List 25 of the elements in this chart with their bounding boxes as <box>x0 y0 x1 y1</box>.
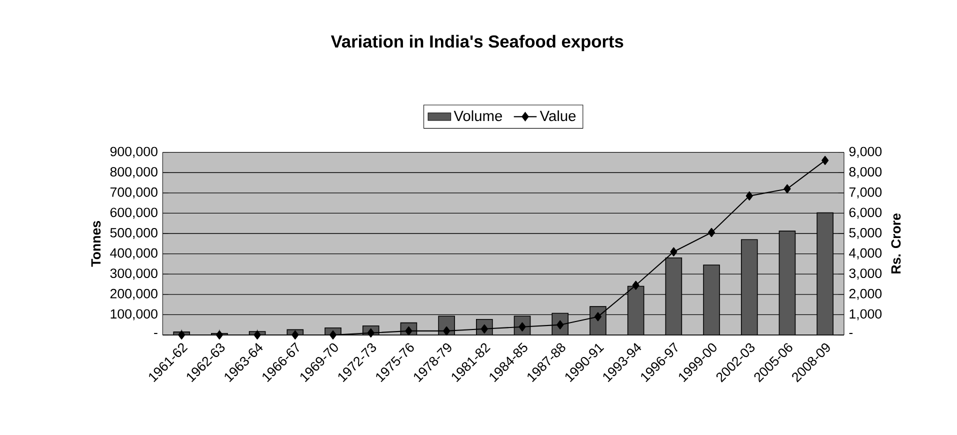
y2-tick-label: 2,000 <box>849 288 882 300</box>
y-tick-label: 900,000 <box>110 146 158 158</box>
y-tick-label: 200,000 <box>110 288 158 300</box>
y-tick-label: 700,000 <box>110 187 158 198</box>
y2-tick-label: 1,000 <box>850 309 882 320</box>
y2-tick-label: 4,000 <box>849 248 882 260</box>
y-tick-label: 300,000 <box>110 268 158 280</box>
y-tick-label: 500,000 <box>110 228 158 240</box>
y2-tick-label: 9,000 <box>849 146 882 158</box>
y-tick-label: - <box>154 332 158 334</box>
y-axis-title: Tonnes <box>91 220 101 267</box>
y2-tick-label: 5,000 <box>849 228 882 240</box>
y2-tick-label: - <box>849 332 853 334</box>
y2-tick-label: 8,000 <box>849 167 882 178</box>
y2-axis-title: Rs. Crore <box>891 213 901 274</box>
legend-label: Value <box>540 110 576 122</box>
y2-tick-label: 3,000 <box>849 268 882 280</box>
y2-tick-label: 6,000 <box>849 208 882 219</box>
y2-tick-label: 7,000 <box>849 187 882 198</box>
y-tick-label: 800,000 <box>110 167 158 178</box>
chart-title: Variation in India's Seafood exports <box>330 34 624 52</box>
y-tick-label: 600,000 <box>110 208 158 219</box>
y-tick-label: 100,000 <box>110 309 158 320</box>
y-tick-label: 400,000 <box>110 248 158 260</box>
legend-label: Volume <box>454 110 502 122</box>
